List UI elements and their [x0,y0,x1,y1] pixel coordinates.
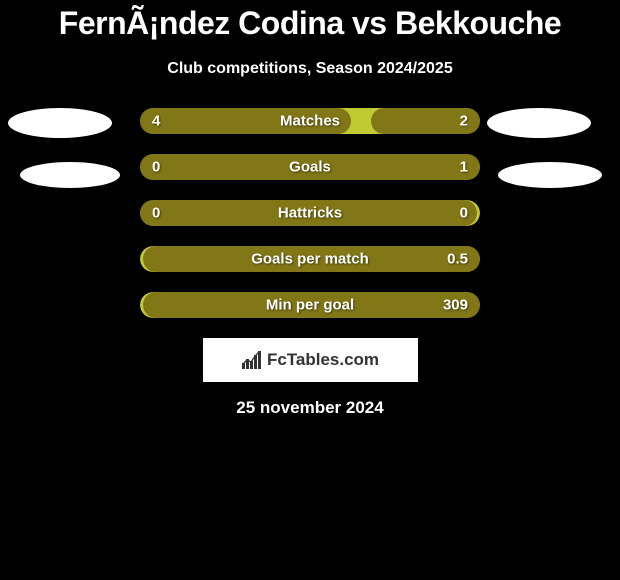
brand-text: FcTables.com [267,350,379,370]
stats-area: 4Matches2 0Goals1 0Hattricks0 Goals per mat… [0,108,620,318]
side-ellipse [487,108,591,138]
page-title: FernÃ¡ndez Codina vs Bekkouche [0,5,620,42]
brand-box: FcTables.com [203,338,418,382]
side-ellipse [20,162,120,188]
subtitle: Club competitions, Season 2024/2025 [0,60,620,78]
stat-row: 0Hattricks0 [140,200,480,226]
chart-bars-icon [241,351,263,369]
stat-row: Goals per match0.5 [140,246,480,272]
stat-fill-right [143,246,480,272]
side-ellipse [8,108,112,138]
stat-fill-right [143,154,480,180]
date-line: 25 november 2024 [0,398,620,418]
stat-fill-right [371,108,480,134]
stat-fill-left [140,200,477,226]
stat-row: Min per goal309 [140,292,480,318]
stat-row: 4Matches2 [140,108,480,134]
stat-row: 0Goals1 [140,154,480,180]
side-ellipse [498,162,602,188]
stat-fill-right [143,292,480,318]
stat-fill-left [140,108,351,134]
